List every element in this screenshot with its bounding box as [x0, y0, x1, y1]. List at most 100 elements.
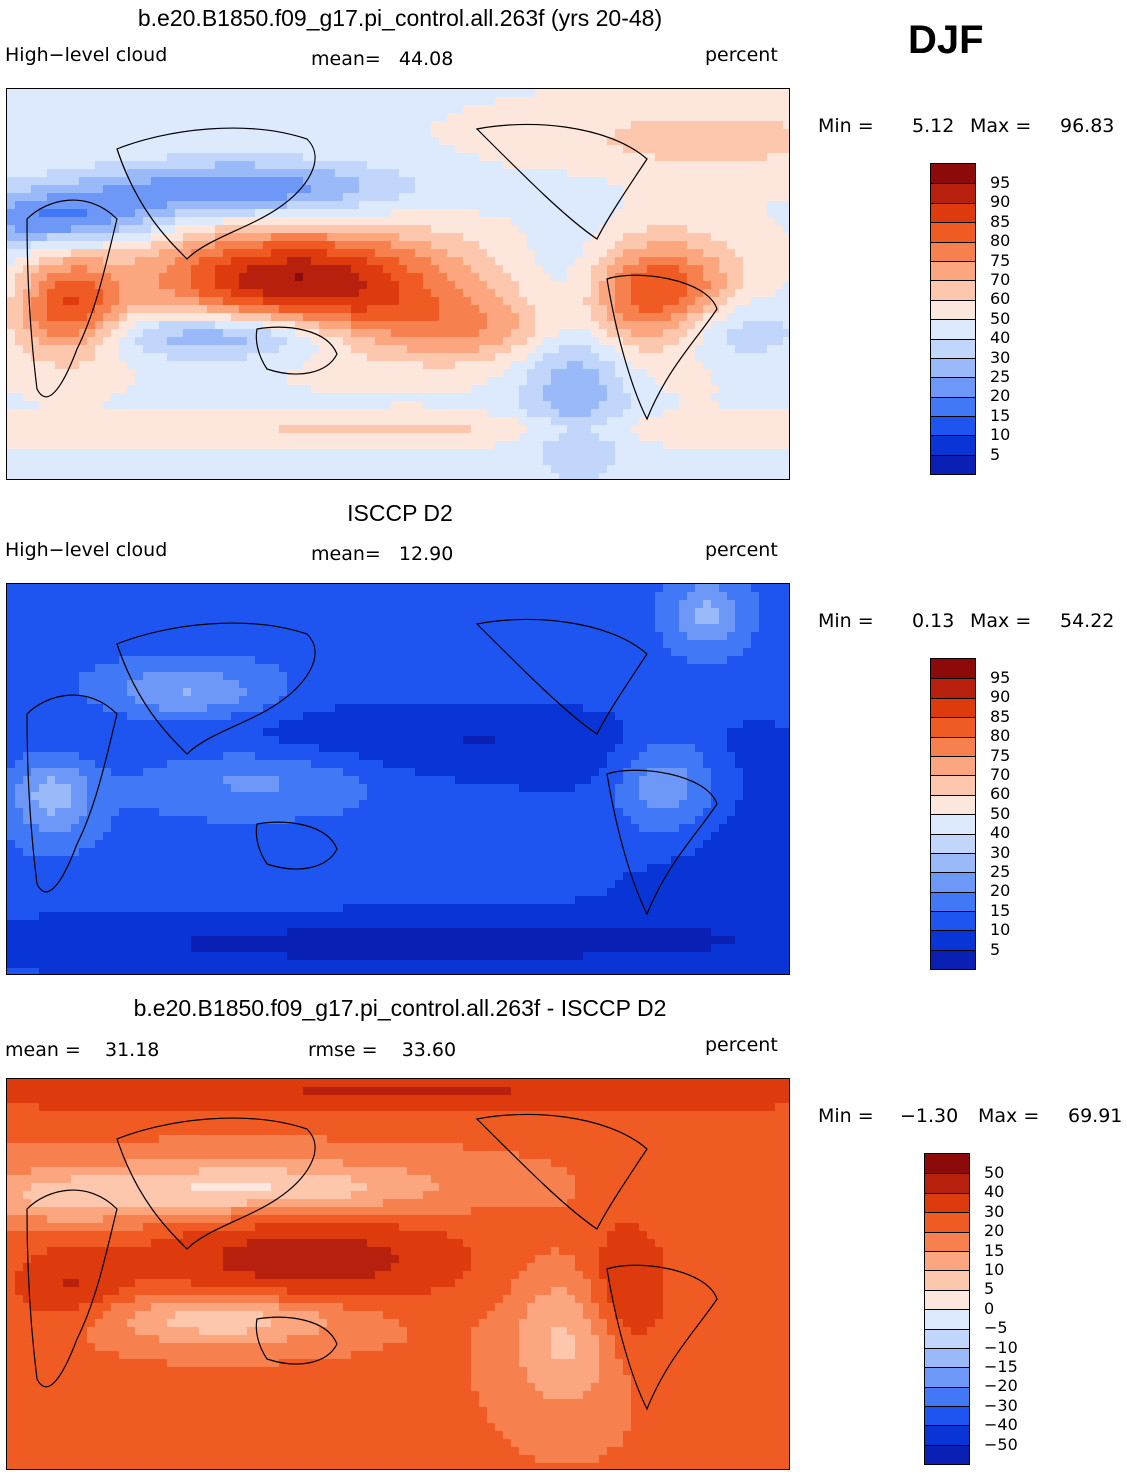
- colorbar-cell: [931, 659, 975, 679]
- coastline: [475, 1113, 648, 1230]
- panel-3-units-label: percent: [705, 1034, 778, 1056]
- colorbar-tick-label: 75: [990, 250, 1011, 270]
- colorbar-cell: [925, 1289, 969, 1310]
- colorbar-cell: [931, 202, 975, 223]
- panel-1-variable-label: High−level cloud: [5, 44, 168, 66]
- coastline: [255, 1316, 338, 1365]
- coastline: [116, 622, 316, 755]
- colorbar-tick-label: 85: [990, 706, 1011, 726]
- colorbar-cell: [925, 1154, 969, 1174]
- panel-3-mean-label: mean = 31.18: [5, 1039, 160, 1061]
- colorbar-tick-label: 20: [984, 1221, 1005, 1241]
- coastline: [255, 326, 338, 375]
- coastline: [26, 199, 118, 398]
- colorbar-cell: [925, 1212, 969, 1232]
- panel-3-min-label: Min =: [818, 1105, 874, 1127]
- colorbar-tick-label: 40: [990, 328, 1011, 348]
- colorbar-cell: [925, 1270, 969, 1290]
- colorbar-tick-label: 50: [990, 308, 1011, 328]
- colorbar-cell: [931, 949, 975, 970]
- colorbar-tick-label: 5: [984, 1279, 995, 1299]
- colorbar-cell: [925, 1406, 969, 1426]
- colorbar-tick-label: 15: [990, 900, 1011, 920]
- panel-2-max-label: Max =: [970, 610, 1032, 632]
- coastline: [26, 694, 118, 893]
- panel-1-units-label: percent: [705, 44, 778, 66]
- panel-1-colorbar: [930, 163, 976, 476]
- coastline: [116, 127, 316, 260]
- colorbar-tick-label: 20: [990, 881, 1011, 901]
- colorbar-tick-label: 75: [990, 745, 1011, 765]
- colorbar-cell: [931, 775, 975, 795]
- colorbar-cell: [925, 1347, 969, 1368]
- colorbar-cell: [931, 930, 975, 950]
- panel-3-min-value: −1.30: [900, 1105, 959, 1127]
- colorbar-cell: [925, 1444, 969, 1465]
- colorbar-cell: [931, 736, 975, 756]
- colorbar-cell: [931, 891, 975, 912]
- colorbar-cell: [931, 338, 975, 358]
- panel-1-min-value: 5.12: [912, 115, 955, 137]
- colorbar-cell: [931, 416, 975, 436]
- colorbar-tick-label: 5: [990, 444, 1001, 464]
- panel-2-max-value: 54.22: [1060, 610, 1115, 632]
- panel-3-map: [6, 1078, 790, 1470]
- coastline: [116, 1117, 316, 1250]
- colorbar-cell: [931, 755, 975, 776]
- colorbar-tick-label: 50: [984, 1163, 1005, 1182]
- colorbar-tick-label: 10: [984, 1260, 1005, 1279]
- colorbar-tick-label: 30: [990, 842, 1011, 862]
- colorbar-tick-label: 60: [990, 784, 1011, 804]
- colorbar-tick-label: 15: [990, 405, 1011, 425]
- colorbar-tick-label: 0: [984, 1298, 995, 1318]
- colorbar-cell: [931, 183, 975, 203]
- panel-2-variable-label: High−level cloud: [5, 539, 168, 561]
- colorbar-cell: [931, 717, 975, 737]
- colorbar-cell: [931, 164, 975, 184]
- coastline: [255, 821, 338, 870]
- panel-1-map-field: [7, 89, 789, 479]
- colorbar-cell: [931, 222, 975, 242]
- panel-3-title: b.e20.B1850.f09_g17.pi_control.all.263f …: [133, 995, 667, 1021]
- panel-1-max-label: Max =: [970, 115, 1032, 137]
- colorbar-cell: [931, 280, 975, 300]
- panel-1-max-value: 96.83: [1060, 115, 1115, 137]
- panel-2-colorbar: [930, 658, 976, 971]
- colorbar-cell: [931, 241, 975, 261]
- colorbar-tick-label: 70: [990, 270, 1011, 289]
- colorbar-cell: [931, 911, 975, 931]
- coastline: [606, 1264, 718, 1411]
- colorbar-tick-label: 10: [990, 920, 1011, 940]
- panel-3-map-field: [7, 1079, 789, 1469]
- colorbar-tick-label: 80: [990, 231, 1011, 251]
- colorbar-tick-label: 15: [984, 1240, 1005, 1260]
- colorbar-cell: [925, 1309, 969, 1329]
- panel-3-rmse-label: rmse = 33.60: [308, 1039, 457, 1061]
- colorbar-tick-label: −15: [984, 1357, 1018, 1376]
- colorbar-tick-label: −40: [984, 1415, 1018, 1435]
- colorbar-cell: [925, 1173, 969, 1193]
- panel-3-max-value: 69.91: [1068, 1105, 1123, 1127]
- colorbar-cell: [925, 1250, 969, 1271]
- colorbar-cell: [931, 833, 975, 853]
- panel-2-min-value: 0.13: [912, 610, 955, 632]
- colorbar-cell: [931, 454, 975, 475]
- colorbar-cell: [931, 794, 975, 815]
- colorbar-cell: [931, 299, 975, 320]
- colorbar-tick-label: 90: [990, 687, 1011, 707]
- colorbar-cell: [925, 1328, 969, 1348]
- colorbar-cell: [925, 1231, 969, 1251]
- colorbar-cell: [931, 260, 975, 281]
- colorbar-tick-label: 85: [990, 211, 1011, 231]
- colorbar-cell: [931, 435, 975, 455]
- panel-2-units-label: percent: [705, 539, 778, 561]
- colorbar-tick-label: −10: [984, 1337, 1018, 1357]
- colorbar-cell: [931, 319, 975, 339]
- colorbar-tick-label: 30: [984, 1201, 1005, 1221]
- colorbar-cell: [931, 852, 975, 873]
- panel-2-map: [6, 583, 790, 975]
- coastline: [475, 618, 648, 735]
- colorbar-cell: [931, 872, 975, 892]
- coastline: [26, 1189, 118, 1388]
- colorbar-tick-label: 20: [990, 386, 1011, 406]
